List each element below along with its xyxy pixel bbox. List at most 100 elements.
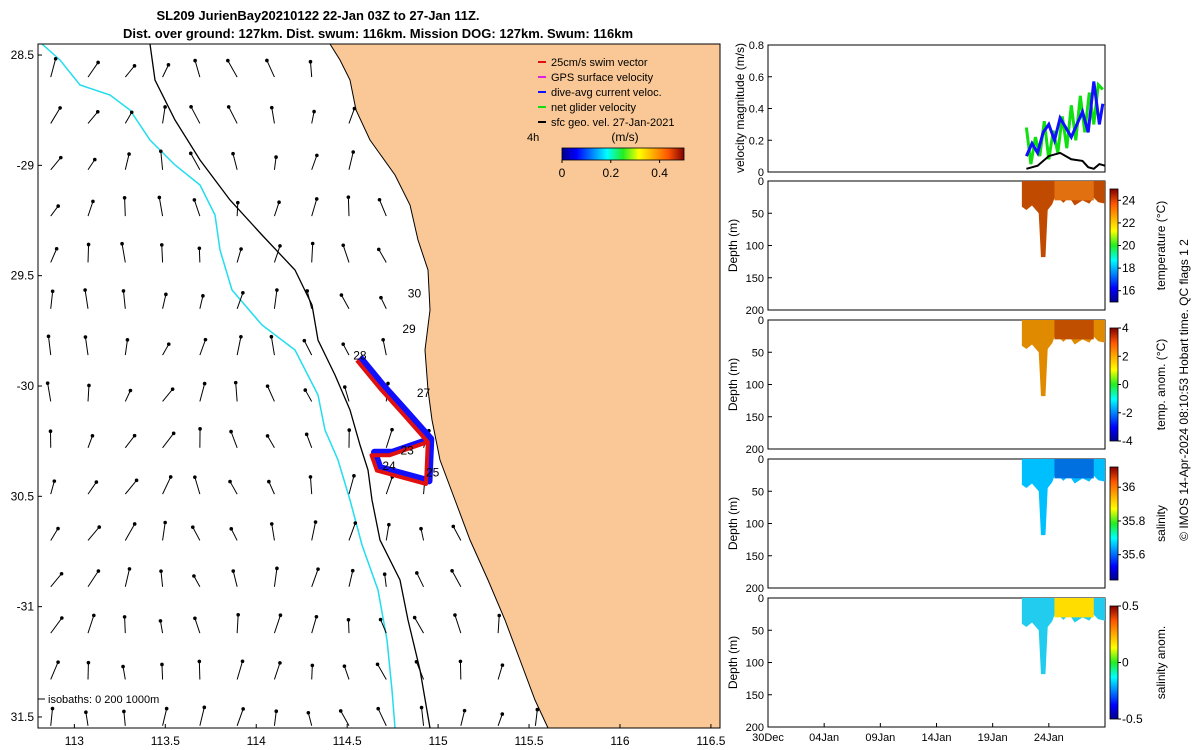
profile-colorbar-label: salinity anom. <box>1154 626 1168 699</box>
current-vector-head <box>419 526 423 531</box>
current-vector-head <box>134 478 139 483</box>
legend-label-sfc-geo: sfc geo. vel. 27-Jan-2021 <box>551 117 675 129</box>
map-x-tick-label: 114 <box>247 734 266 748</box>
current-vector <box>87 570 99 588</box>
current-vector <box>190 153 201 171</box>
profile-data-patch <box>1054 320 1094 340</box>
current-vector <box>309 476 313 495</box>
time-x-tick-label: 24Jan <box>1034 732 1064 744</box>
map-x-ticks: 113 113.5 114 114.5 115 115.5 116 116.5 <box>65 724 726 748</box>
current-vector <box>416 572 425 588</box>
current-vector-head <box>54 246 59 251</box>
map-y-tick-label: 31.5 <box>11 710 35 724</box>
velocity-ylabel: velocity magnitude (m/s) <box>733 43 747 173</box>
current-vector <box>379 199 387 217</box>
current-vector-head <box>390 427 394 432</box>
profile-colorbar <box>1109 466 1119 581</box>
current-vector-head <box>95 110 100 114</box>
current-vector-head <box>96 569 101 573</box>
current-vector-head <box>58 106 62 110</box>
current-vector <box>84 336 89 356</box>
current-vector <box>50 617 63 634</box>
current-vector <box>162 106 166 124</box>
current-vector <box>236 292 244 309</box>
current-vector-head <box>201 294 205 298</box>
coastline <box>329 44 549 728</box>
current-vector <box>311 155 318 170</box>
map-x-tick-label: 116.5 <box>696 734 725 748</box>
current-vector <box>194 618 201 634</box>
profile-data-patch <box>1054 459 1094 479</box>
current-vector <box>420 528 425 541</box>
current-vector <box>380 619 387 634</box>
current-vector-head <box>497 613 502 618</box>
current-vector-head <box>377 197 382 202</box>
current-vector-head <box>92 613 96 618</box>
current-vector-head <box>342 664 347 668</box>
current-vector <box>124 523 136 541</box>
current-vector-head <box>159 243 164 247</box>
current-vector-head <box>306 711 311 715</box>
current-vector-head <box>50 289 55 294</box>
velocity-y-ticks: 0 0.2 0.4 0.6 0.8 <box>749 40 772 179</box>
velocity-series <box>1024 81 1106 170</box>
current-vector <box>124 435 135 449</box>
current-vector <box>162 476 172 495</box>
current-vector <box>160 151 164 170</box>
current-vector-head <box>59 571 64 576</box>
current-vector-head <box>233 380 238 385</box>
current-vector-head <box>351 150 355 154</box>
profile-y-tick-label: 50 <box>752 625 764 637</box>
current-vector-head <box>163 105 167 109</box>
current-vector-head <box>315 153 319 158</box>
current-vector-head <box>188 151 193 156</box>
current-vector <box>230 431 238 448</box>
current-vector <box>162 343 170 356</box>
current-vector <box>385 524 390 541</box>
current-vector-head <box>60 616 64 620</box>
current-vector <box>267 385 275 402</box>
current-vector-head <box>453 613 457 617</box>
current-vector-head <box>56 526 60 531</box>
current-vector-head <box>168 475 173 479</box>
profile-y-tick-label: 50 <box>752 347 764 359</box>
isobath-200m <box>149 44 431 728</box>
profile-ylabel: Depth (m) <box>726 219 740 272</box>
time-x-tick-label: 19Jan <box>978 732 1008 744</box>
current-vector-head <box>265 384 270 388</box>
current-vector-head <box>274 709 279 714</box>
current-vector <box>162 294 167 309</box>
current-vector-head <box>241 707 245 711</box>
current-vector <box>158 197 164 217</box>
map-colorbar-label: (m/s) <box>611 130 638 144</box>
current-vector <box>50 157 62 171</box>
current-vector <box>452 526 462 541</box>
current-vector-head <box>500 712 505 716</box>
current-vector <box>348 570 354 587</box>
current-vector-head <box>339 293 344 297</box>
current-vector-head <box>310 663 315 668</box>
current-vector-head <box>346 195 351 199</box>
profile-y-tick-label: 100 <box>746 519 764 531</box>
profile-colorbar-label: temperature (°C) <box>1154 201 1168 291</box>
current-vector <box>236 248 242 263</box>
profile-y-tick-label: 0 <box>758 315 764 327</box>
current-vector <box>50 528 59 541</box>
current-vector <box>385 476 393 495</box>
current-vector-head <box>121 664 125 669</box>
legend-item-net-glider: net glider velocity <box>538 102 636 114</box>
current-vector-head <box>46 334 51 339</box>
current-vector <box>497 664 503 680</box>
profile-y-tick-label: 200 <box>746 583 764 595</box>
current-vector-head <box>303 388 308 392</box>
current-vector-head <box>127 567 132 571</box>
profile-colorbar-tick-label: 2 <box>1122 349 1129 363</box>
profile-ylabel: Depth (m) <box>726 358 740 411</box>
velocity-y-tick-label: 0.8 <box>749 40 764 52</box>
profile-colorbar-tick-label: 20 <box>1122 239 1136 253</box>
current-vector-head <box>163 520 167 525</box>
current-vector-head <box>352 474 356 478</box>
current-vector-head <box>193 475 197 479</box>
current-vector <box>159 620 164 634</box>
